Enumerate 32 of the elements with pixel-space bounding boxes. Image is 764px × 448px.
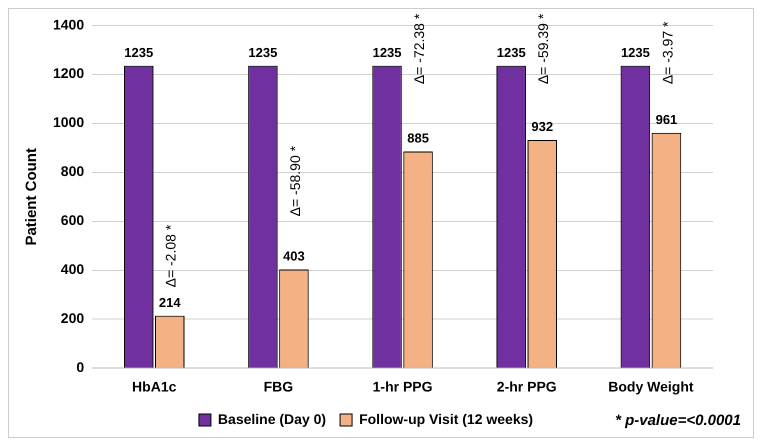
data-label: 932 (531, 119, 554, 134)
data-label: 961 (656, 112, 678, 127)
y-tick-label: 800 (60, 163, 84, 180)
data-label: 1235 (124, 44, 154, 60)
annotation: Δ= -59.39 * (535, 13, 552, 84)
x-tick-label: Body Weight (608, 378, 694, 394)
data-label: 403 (283, 248, 305, 264)
data-label: 214 (158, 294, 182, 310)
data-label: 1235 (620, 44, 650, 60)
annotation: Δ= -58.90 * (286, 145, 303, 216)
y-tick-label: 400 (60, 261, 84, 278)
y-tick-label: 0 (76, 359, 84, 376)
annotation: Δ= -3.97 * (659, 20, 676, 84)
x-tick-label: 1-hr PPG (372, 378, 433, 394)
data-label: 1235 (372, 44, 402, 60)
legend-label: Baseline (Day 0) (218, 410, 326, 427)
x-tick-label: FBG (264, 378, 294, 394)
data-label: 1235 (248, 44, 278, 60)
text: * p-value=<0.0001 (615, 412, 741, 430)
y-tick-label: 1400 (52, 16, 84, 32)
y-tick-label: 1200 (52, 65, 84, 82)
y-axis-title: Patient Count (23, 148, 40, 246)
x-tick-label: 2-hr PPG (496, 378, 557, 394)
y-tick-label: 1000 (52, 114, 84, 130)
y-tick-label: 600 (60, 212, 84, 228)
annotation: Δ= -2.08 * (162, 224, 179, 288)
data-label: 1235 (496, 44, 526, 60)
legend-label: Follow-up Visit (12 weeks) (359, 410, 534, 427)
y-tick-label: 200 (60, 310, 84, 326)
x-tick-label: HbA1c (132, 378, 177, 394)
data-label: 885 (407, 130, 429, 146)
annotation: Δ= -72.38 * (410, 13, 427, 84)
